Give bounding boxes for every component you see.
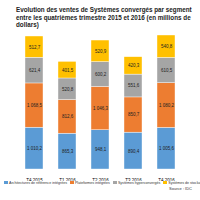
svg-text:520,8: 520,8 [62, 86, 74, 91]
svg-text:1 046,3: 1 046,3 [93, 106, 109, 111]
html-text:Architectures de référence int: Architectures de référence intégrées [9, 180, 67, 185]
svg-text:551,6: 551,6 [128, 83, 140, 88]
svg-text:T4 2016: T4 2016 [158, 177, 175, 180]
svg-text:850,7: 850,7 [128, 112, 140, 117]
svg-text:865,3: 865,3 [62, 149, 74, 154]
svg-text:420,3: 420,3 [128, 63, 140, 68]
svg-text:1 068,5: 1 068,5 [27, 103, 43, 108]
html-text:Evolution des ventes de Systèm: Evolution des ventes de Systèmes converg… [16, 6, 192, 28]
svg-text:610,5: 610,5 [161, 67, 173, 72]
svg-text:520,9: 520,9 [95, 48, 107, 53]
html-text:Systèmes hyperconvergés: Systèmes hyperconvergés [117, 180, 161, 185]
svg-text:T3 2016: T3 2016 [125, 177, 142, 180]
svg-text:1 005,6: 1 005,6 [159, 146, 175, 151]
svg-text:1 010,2: 1 010,2 [27, 146, 43, 151]
svg-text:948,1: 948,1 [95, 147, 107, 152]
svg-text:812,6: 812,6 [62, 114, 74, 119]
html-text:Source : IDC: Source : IDC [169, 185, 192, 191]
svg-text:512,7: 512,7 [29, 44, 41, 49]
svg-text:T2 2016: T2 2016 [92, 177, 109, 180]
svg-text:1 080,2: 1 080,2 [159, 102, 175, 107]
svg-text:401,5: 401,5 [62, 67, 74, 72]
svg-text:890,4: 890,4 [128, 148, 140, 153]
svg-text:540,8: 540,8 [161, 44, 173, 49]
html-text:Plateformes intégrées: Plateformes intégrées [74, 180, 110, 185]
svg-text:T4 2015: T4 2015 [26, 177, 43, 180]
svg-text:621,4: 621,4 [29, 68, 41, 73]
svg-text:600,2: 600,2 [95, 71, 107, 76]
svg-text:T1 2016: T1 2016 [59, 177, 76, 180]
